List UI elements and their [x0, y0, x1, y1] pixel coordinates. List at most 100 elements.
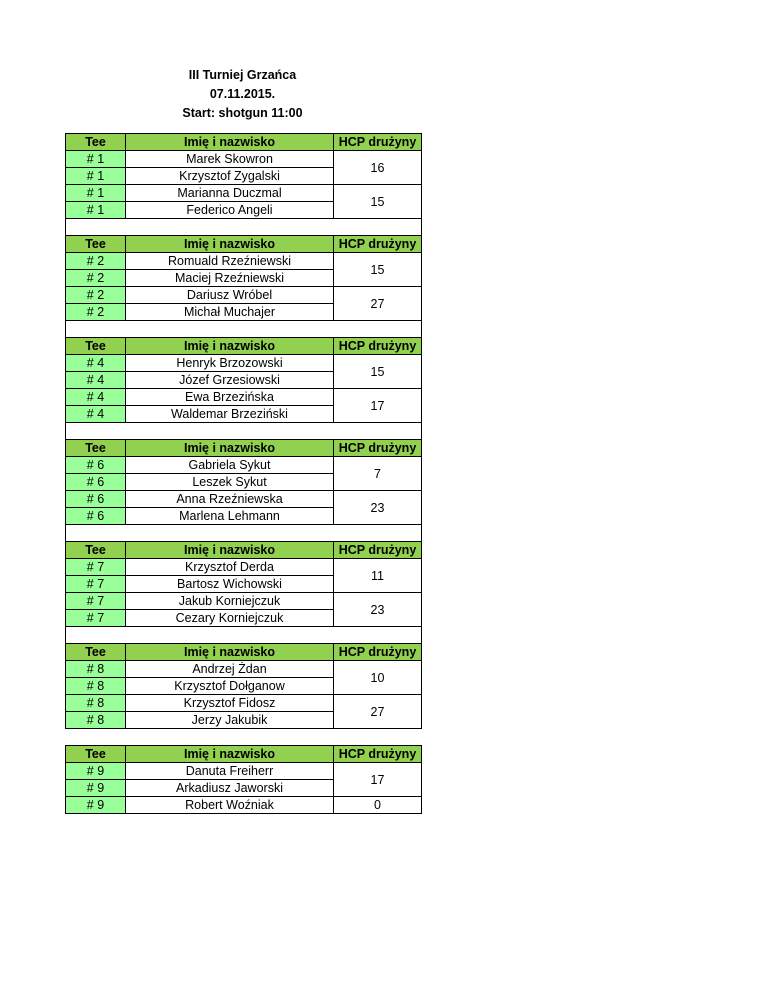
spacer-cell: [65, 422, 422, 440]
table-row: # 1 Krzysztof Zygalski: [65, 167, 422, 185]
tee-cell: # 2: [65, 303, 126, 321]
tee-cell: # 4: [65, 405, 126, 423]
table-row: # 8 Jerzy Jakubik: [65, 711, 422, 729]
player-name: Krzysztof Zygalski: [125, 167, 334, 185]
tee-cell: # 6: [65, 456, 126, 474]
spacer-row: [65, 320, 422, 338]
tee-cell: # 1: [65, 150, 126, 168]
table-row: # 9 Robert Woźniak 0: [65, 796, 422, 814]
spacer-cell: [66, 729, 422, 746]
header-name: Imię i nazwisko: [125, 643, 334, 661]
tee-table: Tee Imię i nazwisko HCP drużyny # 1 Marek Sk…: [65, 133, 422, 814]
table-row: # 8 Krzysztof Dołganow: [65, 677, 422, 695]
team-hcp: 15: [333, 184, 422, 219]
player-name: Marianna Duczmal: [125, 184, 334, 202]
tee-cell: # 6: [65, 473, 126, 491]
player-name: Michał Muchajer: [125, 303, 334, 321]
header-name: Imię i nazwisko: [125, 235, 334, 253]
table-row: # 2 Maciej Rzeźniewski: [65, 269, 422, 287]
table-row: # 6 Anna Rzeźniewska 23: [65, 490, 422, 525]
tee-cell: # 2: [65, 252, 126, 270]
player-name: Maciej Rzeźniewski: [125, 269, 334, 287]
team-hcp: 0: [333, 796, 422, 814]
player-name: Krzysztof Derda: [125, 558, 334, 576]
header-tee: Tee: [65, 541, 126, 559]
tee-cell: # 8: [65, 677, 126, 695]
team-hcp: 10: [333, 660, 422, 695]
player-name: Jakub Korniejczuk: [125, 592, 334, 610]
team-hcp: 15: [333, 354, 422, 389]
tee-cell: # 7: [65, 558, 126, 576]
header-row: Tee Imię i nazwisko HCP drużyny: [65, 745, 422, 763]
header-hcp: HCP drużyny: [333, 337, 422, 355]
tee-cell: # 8: [65, 660, 126, 678]
tee-cell: # 9: [65, 762, 126, 780]
tournament-name: III Turniej Grzańca: [188, 68, 297, 82]
header-tee: Tee: [65, 235, 126, 253]
team-hcp: 17: [333, 762, 422, 797]
player-name: Robert Woźniak: [125, 796, 334, 814]
header-hcp: HCP drużyny: [333, 643, 422, 661]
table-row: # 7 Bartosz Wichowski: [65, 575, 422, 593]
player-name: Cezary Korniejczuk: [125, 609, 334, 627]
tee-cell: # 8: [65, 694, 126, 712]
header-row: Tee Imię i nazwisko HCP drużyny: [65, 439, 422, 457]
table-row: # 2 Romuald Rzeźniewski 15: [65, 252, 422, 287]
tee-cell: # 2: [65, 269, 126, 287]
tee-cell: # 8: [65, 711, 126, 729]
player-name: Gabriela Sykut: [125, 456, 334, 474]
tee-cell: # 6: [65, 490, 126, 508]
tee-cell: # 1: [65, 184, 126, 202]
header-row: Tee Imię i nazwisko HCP drużyny: [65, 643, 422, 661]
tee-cell: # 1: [65, 167, 126, 185]
player-name: Andrzej Żdan: [125, 660, 334, 678]
tee-groups: Tee Imię i nazwisko HCP drużyny # 1 Marek Sk…: [65, 133, 422, 814]
player-name: Waldemar Brzeziński: [125, 405, 334, 423]
tee-cell: # 6: [65, 507, 126, 525]
header-hcp: HCP drużyny: [333, 235, 422, 253]
table-row: # 7 Krzysztof Derda 11: [65, 558, 422, 593]
header-row: Tee Imię i nazwisko HCP drużyny: [65, 235, 422, 253]
table-row: # 1 Marianna Duczmal 15: [65, 184, 422, 219]
tee-cell: # 4: [65, 354, 126, 372]
document-title: III Turniej Grzańca 07.11.2015. Start: s…: [65, 66, 420, 123]
tee-cell: # 9: [65, 796, 126, 814]
player-name: Krzysztof Fidosz: [125, 694, 334, 712]
tee-cell: # 7: [65, 575, 126, 593]
spacer-cell: [65, 626, 422, 644]
table-row: # 7 Cezary Korniejczuk: [65, 609, 422, 627]
header-hcp: HCP drużyny: [333, 133, 422, 151]
table-row: # 6 Gabriela Sykut 7: [65, 456, 422, 491]
table-row: # 4 Ewa Brzezińska 17: [65, 388, 422, 423]
table-row: # 8 Krzysztof Fidosz 27: [65, 694, 422, 729]
spacer-cell: [65, 218, 422, 236]
player-name: Józef Grzesiowski: [125, 371, 334, 389]
header-row: Tee Imię i nazwisko HCP drużyny: [65, 541, 422, 559]
table-row: # 6 Marlena Lehmann: [65, 507, 422, 525]
team-hcp: 16: [333, 150, 422, 185]
tee-cell: # 7: [65, 592, 126, 610]
player-name: Marlena Lehmann: [125, 507, 334, 525]
spacer-row: [66, 729, 422, 746]
header-name: Imię i nazwisko: [125, 439, 334, 457]
team-hcp: 23: [333, 592, 422, 627]
header-tee: Tee: [65, 745, 126, 763]
team-hcp: 17: [333, 388, 422, 423]
header-hcp: HCP drużyny: [333, 745, 422, 763]
header-hcp: HCP drużyny: [333, 541, 422, 559]
tee-cell: # 7: [65, 609, 126, 627]
table-row: # 1 Federico Angeli: [65, 201, 422, 219]
player-name: Leszek Sykut: [125, 473, 334, 491]
table-row: # 9 Danuta Freiherr 17: [65, 762, 422, 797]
header-name: Imię i nazwisko: [125, 745, 334, 763]
player-name: Romuald Rzeźniewski: [125, 252, 334, 270]
table-row: # 4 Henryk Brzozowski 15: [65, 354, 422, 389]
tee-cell: # 1: [65, 201, 126, 219]
header-name: Imię i nazwisko: [125, 337, 334, 355]
spacer-row: [65, 524, 422, 542]
start-info: Start: shotgun 11:00: [182, 106, 303, 120]
header-hcp: HCP drużyny: [333, 439, 422, 457]
team-hcp: 7: [333, 456, 422, 491]
header-row: Tee Imię i nazwisko HCP drużyny: [65, 337, 422, 355]
tee-cell: # 4: [65, 371, 126, 389]
